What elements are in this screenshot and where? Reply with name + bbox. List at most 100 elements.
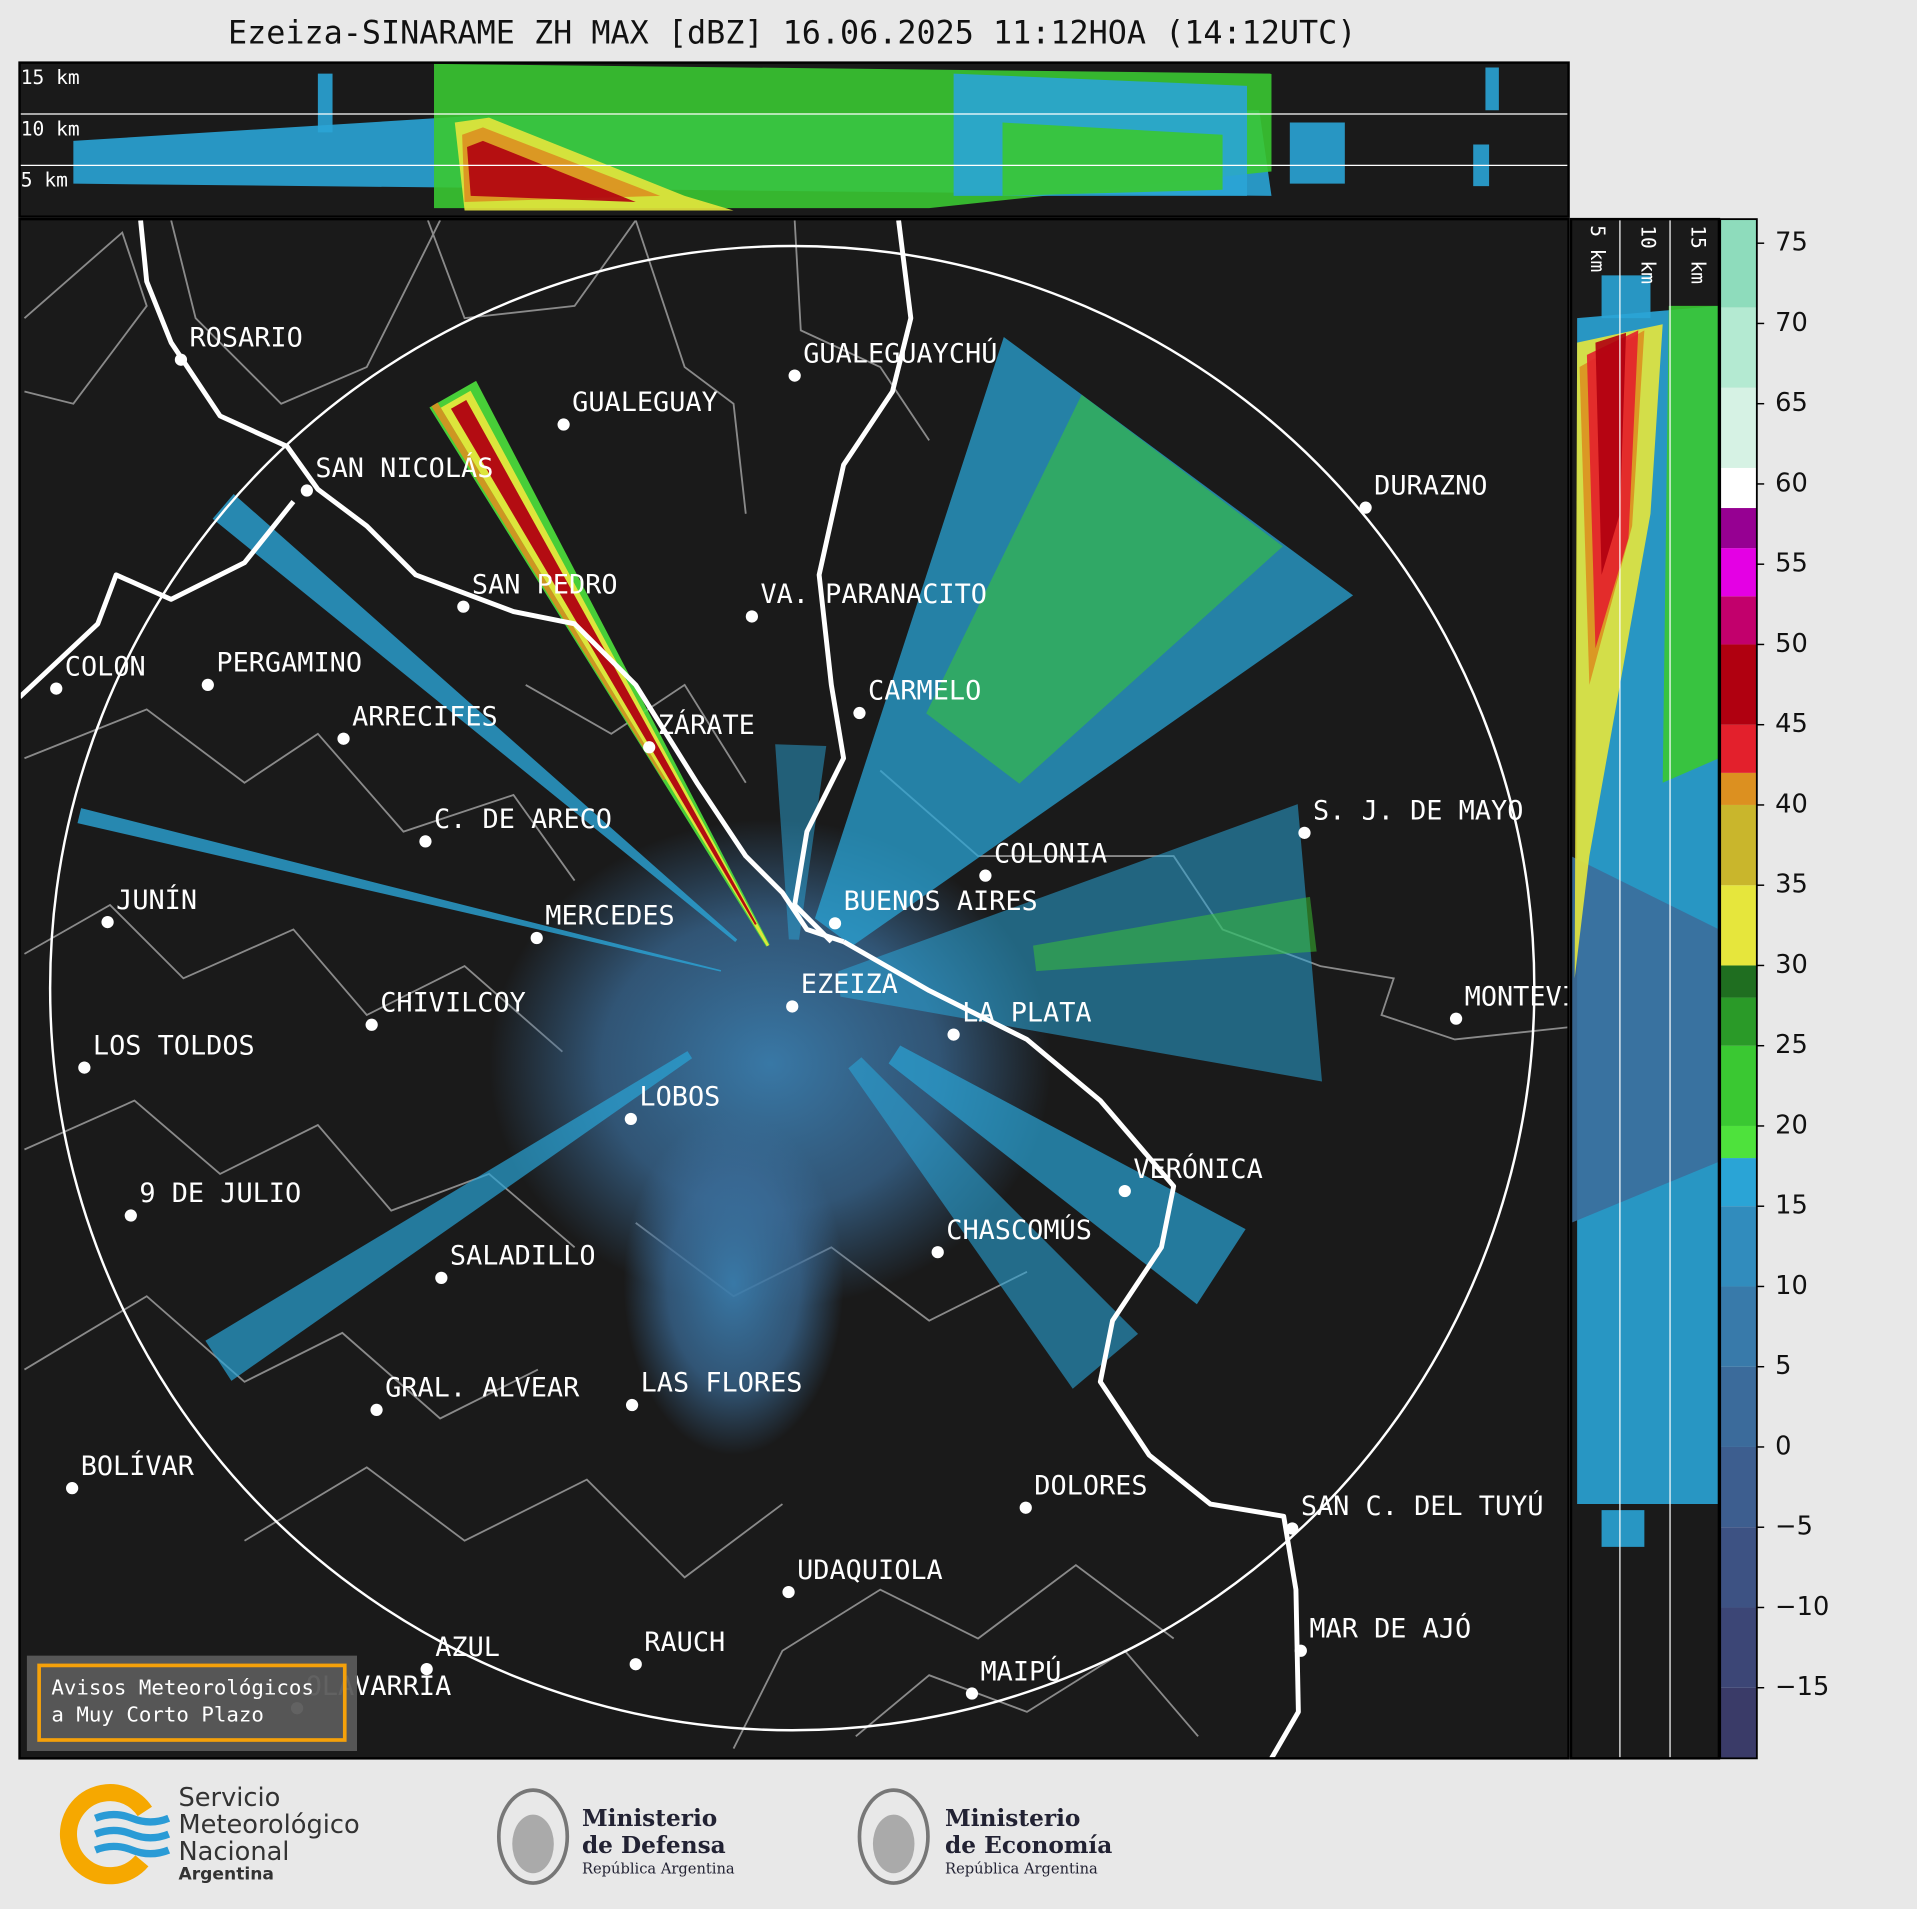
logo-text: Meteorológico bbox=[178, 1810, 359, 1840]
colorbar-band bbox=[1720, 965, 1757, 998]
map-frame bbox=[18, 217, 1570, 1760]
city-dot bbox=[1294, 1644, 1307, 1657]
echo bbox=[1601, 275, 1651, 319]
colorbar-tick-label: 55 bbox=[1775, 549, 1808, 579]
logo-text: República Argentina bbox=[945, 1861, 1098, 1878]
river-coast bbox=[138, 220, 845, 944]
colorbar-tick-label: 20 bbox=[1775, 1110, 1808, 1140]
city-dot bbox=[370, 1403, 383, 1417]
city-label: GRAL. ALVEAR bbox=[385, 1373, 580, 1404]
city-label: PERGAMINO bbox=[216, 648, 362, 679]
city-dot bbox=[337, 732, 350, 745]
echo bbox=[1601, 1510, 1645, 1547]
colorbar-band bbox=[1720, 219, 1757, 308]
city-dot bbox=[745, 610, 758, 623]
notice-bg bbox=[26, 1655, 357, 1752]
top-section: 15 km 10 km 5 km bbox=[19, 62, 1569, 217]
side-section: 5 km 10 km 15 km bbox=[1571, 219, 1719, 1759]
notice-text[interactable]: a Muy Corto Plazo bbox=[51, 1703, 264, 1727]
colorbar-tick-label: 5 bbox=[1775, 1351, 1791, 1381]
city-dot bbox=[1298, 826, 1311, 839]
echo bbox=[467, 140, 636, 203]
city-dot bbox=[625, 1398, 639, 1412]
boundary bbox=[170, 219, 441, 405]
city-dot bbox=[101, 915, 114, 929]
boundary bbox=[23, 903, 563, 1053]
colorbar-tick-label: −5 bbox=[1775, 1512, 1813, 1542]
title: Ezeiza-SINARAME ZH MAX [dBZ] 16.06.2025 … bbox=[228, 16, 1356, 52]
city-dot bbox=[530, 931, 543, 945]
notice: Avisos Meteorológicos a Muy Corto Plazo bbox=[26, 1655, 357, 1752]
colorbar-band bbox=[1720, 467, 1757, 509]
echo bbox=[888, 1045, 1246, 1305]
colorbar-band bbox=[1720, 1366, 1757, 1447]
logo-text: Ministerio bbox=[582, 1805, 717, 1832]
colorbar-tick-label: 60 bbox=[1775, 468, 1808, 498]
city-label: GUALEGUAY bbox=[572, 387, 718, 418]
city-dot bbox=[457, 600, 470, 613]
notice-text[interactable]: Avisos Meteorológicos bbox=[51, 1676, 314, 1700]
boundary bbox=[24, 708, 576, 882]
city-label: VA. PARANACITO bbox=[760, 579, 987, 610]
colorbar-tick-label: 10 bbox=[1775, 1271, 1808, 1301]
echo bbox=[775, 744, 827, 940]
city-dot bbox=[931, 1246, 944, 1259]
city-dot bbox=[828, 917, 842, 930]
boundary bbox=[23, 1295, 539, 1420]
emblem bbox=[857, 1788, 930, 1885]
smn-wave bbox=[93, 1826, 171, 1842]
city-dot bbox=[788, 369, 801, 382]
colorbar-band bbox=[1720, 1206, 1757, 1287]
height-label: 10 km bbox=[21, 117, 80, 140]
colorbar-band bbox=[1720, 997, 1757, 1046]
city-label: RAUCH bbox=[644, 1627, 725, 1658]
city-label: ARRECIFES bbox=[352, 701, 498, 732]
colorbar-tick-label: 0 bbox=[1775, 1431, 1791, 1461]
smn-ring bbox=[59, 1784, 161, 1885]
city-dot bbox=[979, 869, 992, 882]
city-label: ZÁRATE bbox=[658, 709, 755, 741]
emblem bbox=[496, 1788, 570, 1885]
city-dot bbox=[557, 418, 570, 431]
echo bbox=[317, 73, 333, 133]
city-label: SAN PEDRO bbox=[472, 569, 618, 600]
city-label: MAIPÚ bbox=[981, 1655, 1062, 1687]
echo bbox=[1595, 332, 1627, 575]
echo bbox=[77, 808, 722, 972]
city-label: UDAQUIOLA bbox=[797, 1555, 943, 1586]
panel-frame bbox=[1569, 217, 1721, 1760]
city-dot bbox=[201, 678, 214, 692]
city-label: MERCEDES bbox=[545, 901, 674, 932]
city-dot bbox=[624, 1112, 637, 1126]
colorbar-tick-label: 50 bbox=[1775, 629, 1808, 659]
city-label: AZUL bbox=[435, 1632, 500, 1663]
city-label: BOLÍVAR bbox=[81, 1450, 195, 1482]
colorbar-tick-label: 25 bbox=[1775, 1030, 1808, 1060]
colorbar-band bbox=[1720, 1446, 1757, 1528]
city-dot bbox=[1019, 1501, 1032, 1514]
colorbar-band bbox=[1720, 772, 1757, 805]
city-dot bbox=[50, 682, 63, 695]
echo bbox=[1033, 896, 1317, 972]
city-label: DOLORES bbox=[1034, 1470, 1147, 1501]
colorbar-tick-label: −10 bbox=[1775, 1592, 1829, 1622]
colorbar-band bbox=[1720, 1527, 1757, 1608]
logo-text: Servicio bbox=[178, 1783, 280, 1813]
echo bbox=[623, 1112, 844, 1456]
colorbar-band bbox=[1720, 596, 1757, 645]
echo bbox=[1571, 856, 1719, 1223]
river-coast bbox=[792, 220, 914, 944]
echo bbox=[431, 402, 666, 781]
city-label: LA PLATA bbox=[962, 997, 1091, 1028]
city-label: SAN C. DEL TUYÚ bbox=[1301, 1490, 1544, 1522]
city-dot bbox=[78, 1061, 91, 1074]
colorbar-band bbox=[1720, 724, 1757, 773]
colorbar-band bbox=[1720, 307, 1757, 388]
city-dot bbox=[300, 484, 313, 497]
city-dot bbox=[782, 1585, 795, 1599]
logo-text: Nacional bbox=[178, 1837, 289, 1867]
city-dot bbox=[365, 1018, 378, 1031]
colorbar-band bbox=[1720, 1125, 1757, 1159]
boundary bbox=[634, 220, 747, 514]
